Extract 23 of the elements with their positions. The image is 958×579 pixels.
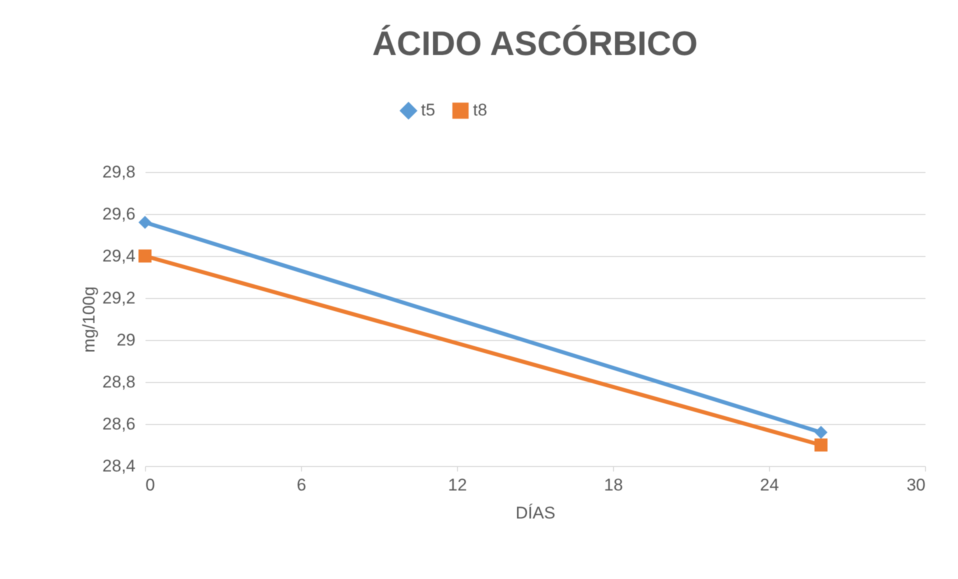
y-tick-label: 29,2 <box>102 288 136 308</box>
y-tick-label: 29,8 <box>102 162 136 182</box>
point <box>138 249 152 263</box>
point <box>138 216 152 229</box>
x-tick-label: 30 <box>906 476 926 494</box>
x-tick-label: 6 <box>296 476 306 494</box>
y-tick-label: 28,6 <box>102 414 136 434</box>
x-tick-label: 12 <box>448 476 467 494</box>
x-tick-label: 18 <box>604 476 623 494</box>
y-tick-label: 29,4 <box>102 246 136 266</box>
x-tick-label: 24 <box>760 476 779 494</box>
legend-label: t8 <box>473 100 488 120</box>
y-axis-title: mg/100g <box>79 286 98 353</box>
y-tick-label: 29 <box>116 330 136 350</box>
point <box>814 426 828 439</box>
y-tick-label: 28,4 <box>102 456 136 476</box>
point <box>814 438 828 452</box>
x-tick-label: 0 <box>146 476 155 494</box>
x-axis-title: DÍAS <box>516 504 556 522</box>
legend-label: t5 <box>421 100 436 120</box>
chart-title: ÁCIDO ASCÓRBICO <box>372 24 698 63</box>
y-tick-label: 29,6 <box>102 204 136 224</box>
y-tick-label: 28,8 <box>102 372 136 392</box>
